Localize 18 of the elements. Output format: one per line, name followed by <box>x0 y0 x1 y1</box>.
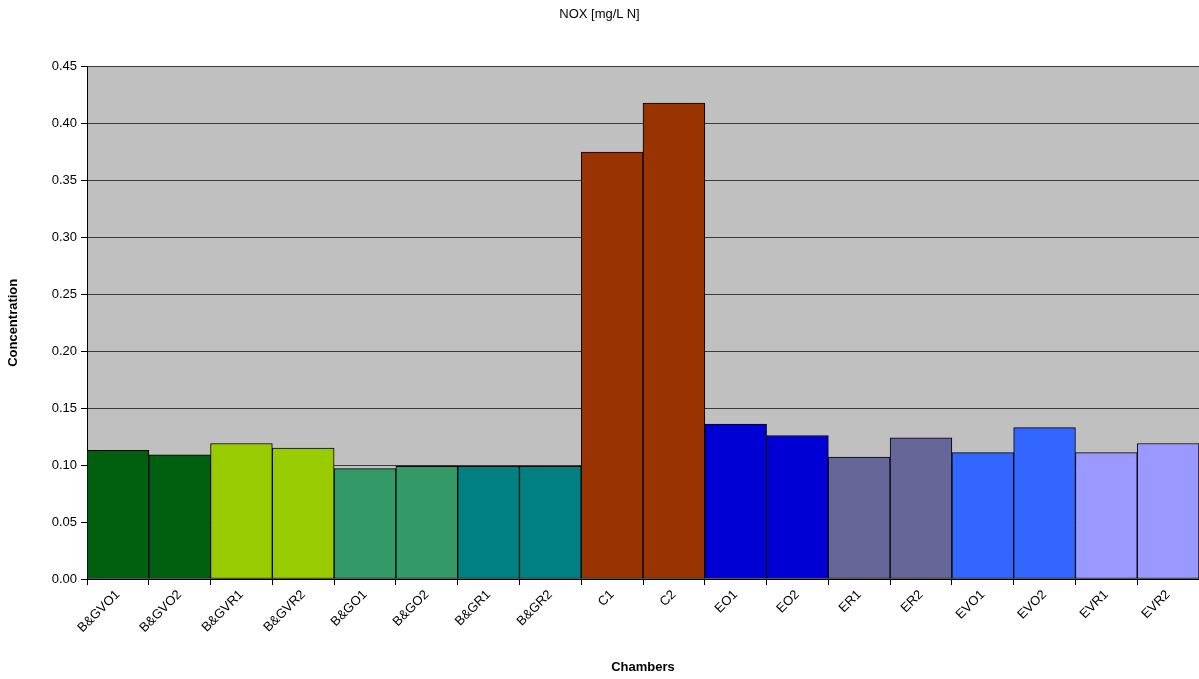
y-tick-label: 0.35 <box>51 172 77 188</box>
x-axis-title: Chambers <box>611 658 675 674</box>
x-tick-label: ER1 <box>835 586 864 616</box>
y-tick-label: 0.25 <box>51 285 77 301</box>
y-tick-label: 0.30 <box>51 228 77 244</box>
y-tick-label: 0.45 <box>51 58 77 74</box>
y-axis-title: Concentration <box>5 278 21 367</box>
y-tick-label: 0.00 <box>51 570 77 586</box>
x-tick-label: C2 <box>656 586 679 609</box>
chart-title: NOX [mg/L N] <box>559 6 640 22</box>
x-tick-label: C1 <box>594 586 617 609</box>
y-tick-label: 0.40 <box>51 115 77 131</box>
x-tick-label: ER2 <box>897 586 926 616</box>
x-tick-label: EO1 <box>711 586 741 616</box>
y-tick-label: 0.05 <box>51 513 77 529</box>
y-tick-label: 0.10 <box>51 456 77 472</box>
y-tick-label: 0.15 <box>51 399 77 415</box>
y-tick-label: 0.20 <box>51 342 77 358</box>
